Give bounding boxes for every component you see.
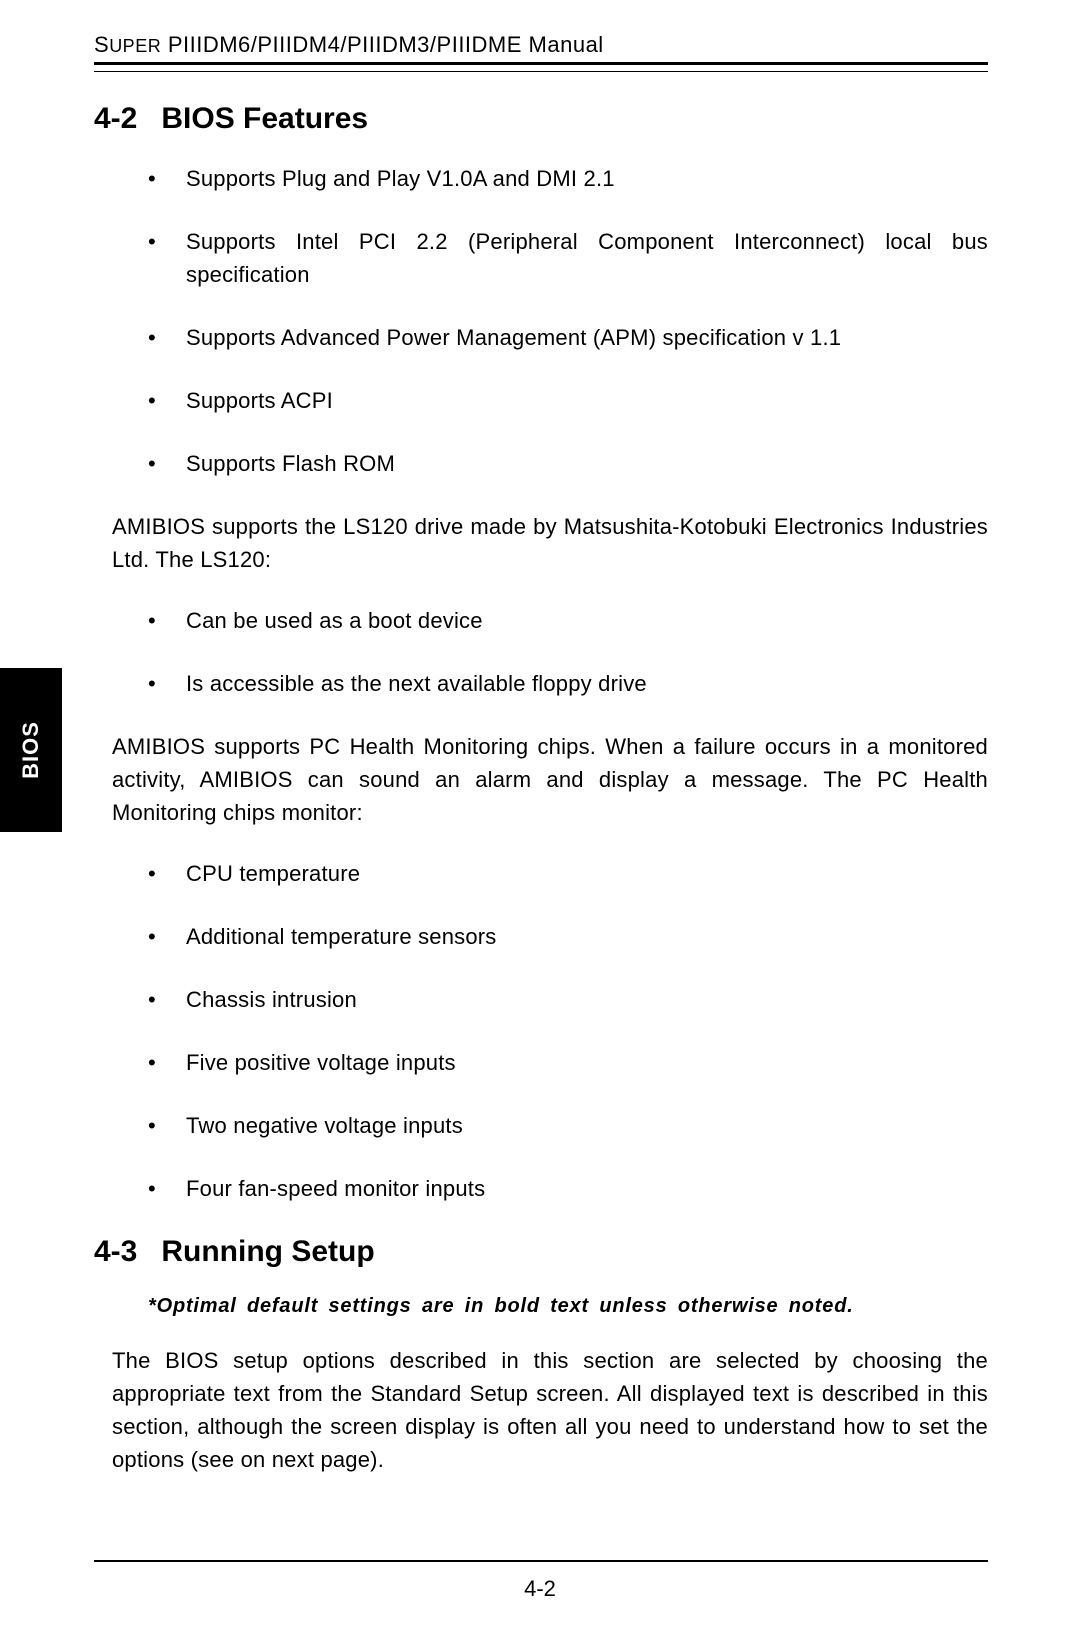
list-item: Supports Plug and Play V1.0A and DMI 2.1 bbox=[94, 162, 988, 195]
header-prefix: S bbox=[94, 32, 109, 57]
list-item: Can be used as a boot device bbox=[94, 604, 988, 637]
paragraph-setup: The BIOS setup options described in this… bbox=[112, 1344, 988, 1476]
paragraph-health: AMIBIOS supports PC Health Monitoring ch… bbox=[112, 730, 988, 829]
section-heading-4-2: 4-2 BIOS Features bbox=[94, 102, 988, 136]
list-item: Chassis intrusion bbox=[94, 983, 988, 1016]
header-rest: PIIIDM6/PIIIDM4/PIIIDM3/PIIIDME Manual bbox=[161, 32, 604, 57]
running-header: SUPER PIIIDM6/PIIIDM4/PIIIDM3/PIIIDME Ma… bbox=[94, 32, 604, 58]
header-rule bbox=[94, 62, 988, 72]
list-item: CPU temperature bbox=[94, 857, 988, 890]
section-number: 4-2 bbox=[94, 102, 137, 136]
document-page: SUPER PIIIDM6/PIIIDM4/PIIIDM3/PIIIDME Ma… bbox=[0, 0, 1080, 1648]
section-title: Running Setup bbox=[161, 1235, 374, 1268]
section-heading-4-3: 4-3 Running Setup bbox=[94, 1235, 988, 1269]
optimal-note: *Optimal default settings are in bold te… bbox=[148, 1295, 988, 1318]
side-tab: BIOS bbox=[0, 668, 62, 832]
content-area: 4-2 BIOS Features Supports Plug and Play … bbox=[94, 90, 988, 1476]
list-item: Supports Advanced Power Management (APM)… bbox=[94, 321, 988, 354]
list-item: Five positive voltage inputs bbox=[94, 1046, 988, 1079]
list-item: Supports ACPI bbox=[94, 384, 988, 417]
list-item: Supports Flash ROM bbox=[94, 447, 988, 480]
list-item: Additional temperature sensors bbox=[94, 920, 988, 953]
section-number: 4-3 bbox=[94, 1235, 137, 1269]
list-item: Supports Intel PCI 2.2 (Peripheral Compo… bbox=[94, 225, 988, 291]
list-item: Four fan-speed monitor inputs bbox=[94, 1172, 988, 1205]
header-small: UPER bbox=[109, 36, 161, 56]
list-item: Is accessible as the next available flop… bbox=[94, 667, 988, 700]
feature-list-3: CPU temperature Additional temperature s… bbox=[94, 857, 988, 1205]
section-title: BIOS Features bbox=[161, 102, 368, 135]
list-item: Two negative voltage inputs bbox=[94, 1109, 988, 1142]
feature-list-1: Supports Plug and Play V1.0A and DMI 2.1… bbox=[94, 162, 988, 480]
side-tab-label: BIOS bbox=[18, 721, 44, 779]
page-number: 4-2 bbox=[0, 1576, 1080, 1602]
footer-rule bbox=[94, 1560, 988, 1562]
feature-list-2: Can be used as a boot device Is accessib… bbox=[94, 604, 988, 700]
paragraph-ls120: AMIBIOS supports the LS120 drive made by… bbox=[112, 510, 988, 576]
